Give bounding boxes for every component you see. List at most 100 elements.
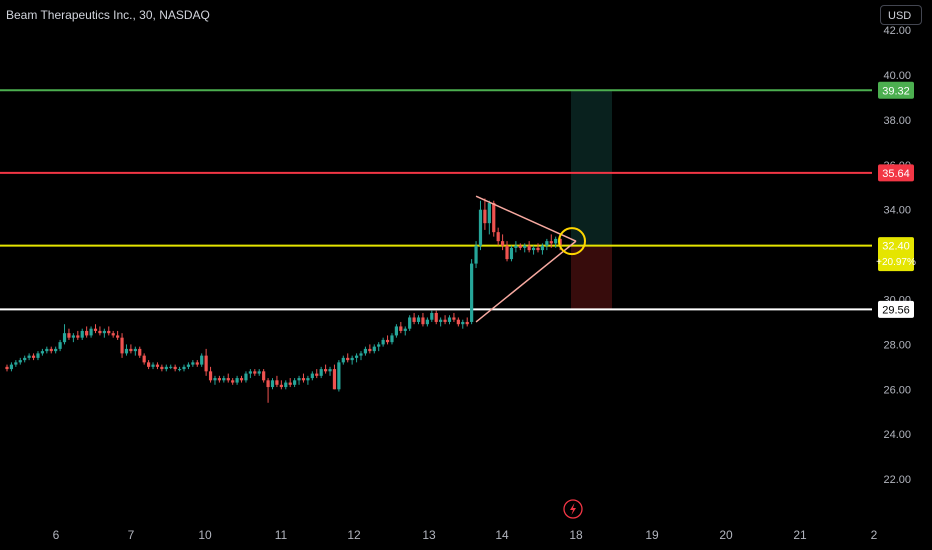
- candle: [501, 234, 505, 251]
- candle-body: [372, 346, 376, 352]
- candle: [191, 360, 195, 367]
- candle: [416, 315, 421, 325]
- candle-body: [470, 263, 474, 322]
- candle-body: [262, 371, 266, 381]
- candle-body: [45, 348, 49, 352]
- candle-body: [385, 339, 390, 343]
- candle: [67, 328, 71, 340]
- candle: [368, 344, 372, 354]
- current-change-label: +20.97%: [876, 257, 916, 268]
- candle: [341, 355, 345, 365]
- candle: [403, 326, 407, 336]
- candle-body: [332, 369, 337, 390]
- candle-body: [191, 362, 195, 365]
- candle-body: [129, 348, 133, 352]
- candle-body: [169, 366, 173, 368]
- resistance-price-label: 35.64: [882, 168, 910, 180]
- candle: [456, 317, 460, 327]
- currency-button[interactable]: USD: [880, 5, 922, 25]
- candle-body: [461, 321, 465, 325]
- candle-body: [31, 355, 36, 358]
- triangle-upper-line[interactable]: [475, 195, 577, 242]
- x-tick-label: 10: [198, 528, 212, 542]
- candle: [182, 364, 186, 372]
- candle: [399, 321, 403, 334]
- candle: [297, 375, 301, 385]
- candle-body: [235, 378, 239, 383]
- candle-body: [284, 382, 288, 388]
- candle-body: [239, 378, 244, 381]
- candle: [381, 337, 385, 347]
- candle-body: [200, 355, 204, 365]
- loss-zone: [571, 245, 612, 310]
- candle-body: [14, 362, 18, 365]
- candle: [23, 355, 27, 363]
- candle-body: [381, 339, 385, 345]
- candle-body: [85, 330, 89, 336]
- lightning-icon-ring: [563, 499, 583, 519]
- replay-icon[interactable]: [563, 499, 583, 519]
- candle: [89, 326, 93, 338]
- candle-body: [412, 317, 416, 322]
- candle: [496, 227, 500, 246]
- candle-body: [390, 335, 394, 343]
- candle: [200, 353, 204, 367]
- candle: [164, 364, 168, 372]
- candle: [527, 241, 531, 253]
- candle-body: [293, 380, 297, 385]
- x-tick-label: 19: [645, 528, 659, 542]
- candle-body: [416, 317, 421, 322]
- candle: [235, 375, 239, 385]
- candle: [120, 333, 124, 358]
- candle: [129, 344, 133, 354]
- candle-body: [421, 317, 425, 325]
- candle-body: [195, 362, 199, 365]
- candle-body: [279, 384, 283, 388]
- candle: [262, 369, 266, 383]
- candle: [531, 245, 536, 255]
- candle-body: [9, 364, 14, 370]
- candle: [58, 339, 62, 352]
- candle-body: [182, 366, 186, 370]
- candle: [483, 198, 487, 230]
- candle-body: [36, 353, 40, 358]
- candle-body: [266, 380, 270, 388]
- candle: [492, 200, 496, 237]
- candle: [248, 369, 252, 379]
- candle-body: [341, 357, 345, 363]
- candle: [288, 378, 292, 388]
- candle-body: [98, 330, 102, 334]
- candle-body: [124, 348, 129, 354]
- target-price-label-box: [878, 81, 914, 99]
- candle-body: [89, 328, 93, 336]
- y-tick-label: 34.00: [883, 205, 911, 217]
- candle-body: [76, 335, 80, 338]
- triangle-lower-line[interactable]: [475, 240, 577, 323]
- candle-body: [403, 328, 407, 331]
- candle-body: [452, 317, 456, 320]
- y-tick-label: 40.00: [883, 70, 911, 82]
- candle: [257, 369, 261, 376]
- candle: [408, 315, 412, 331]
- price-lines: [0, 89, 872, 311]
- candle-body: [337, 362, 341, 390]
- candle-body: [58, 342, 62, 349]
- candle-body: [142, 355, 146, 363]
- candle: [217, 375, 221, 383]
- candle: [71, 333, 75, 343]
- candle-body: [514, 245, 518, 248]
- y-tick-label: 26.00: [883, 384, 911, 396]
- candle: [359, 351, 363, 361]
- candle-body: [151, 364, 155, 367]
- candle-body: [531, 247, 536, 251]
- candle-body: [492, 202, 496, 233]
- candle: [430, 310, 434, 322]
- candle: [76, 330, 80, 340]
- highlight-circle[interactable]: [558, 227, 586, 256]
- candle: [452, 312, 456, 322]
- candle: [474, 241, 478, 269]
- candle: [98, 326, 102, 336]
- candle: [80, 328, 84, 340]
- candle: [470, 259, 474, 325]
